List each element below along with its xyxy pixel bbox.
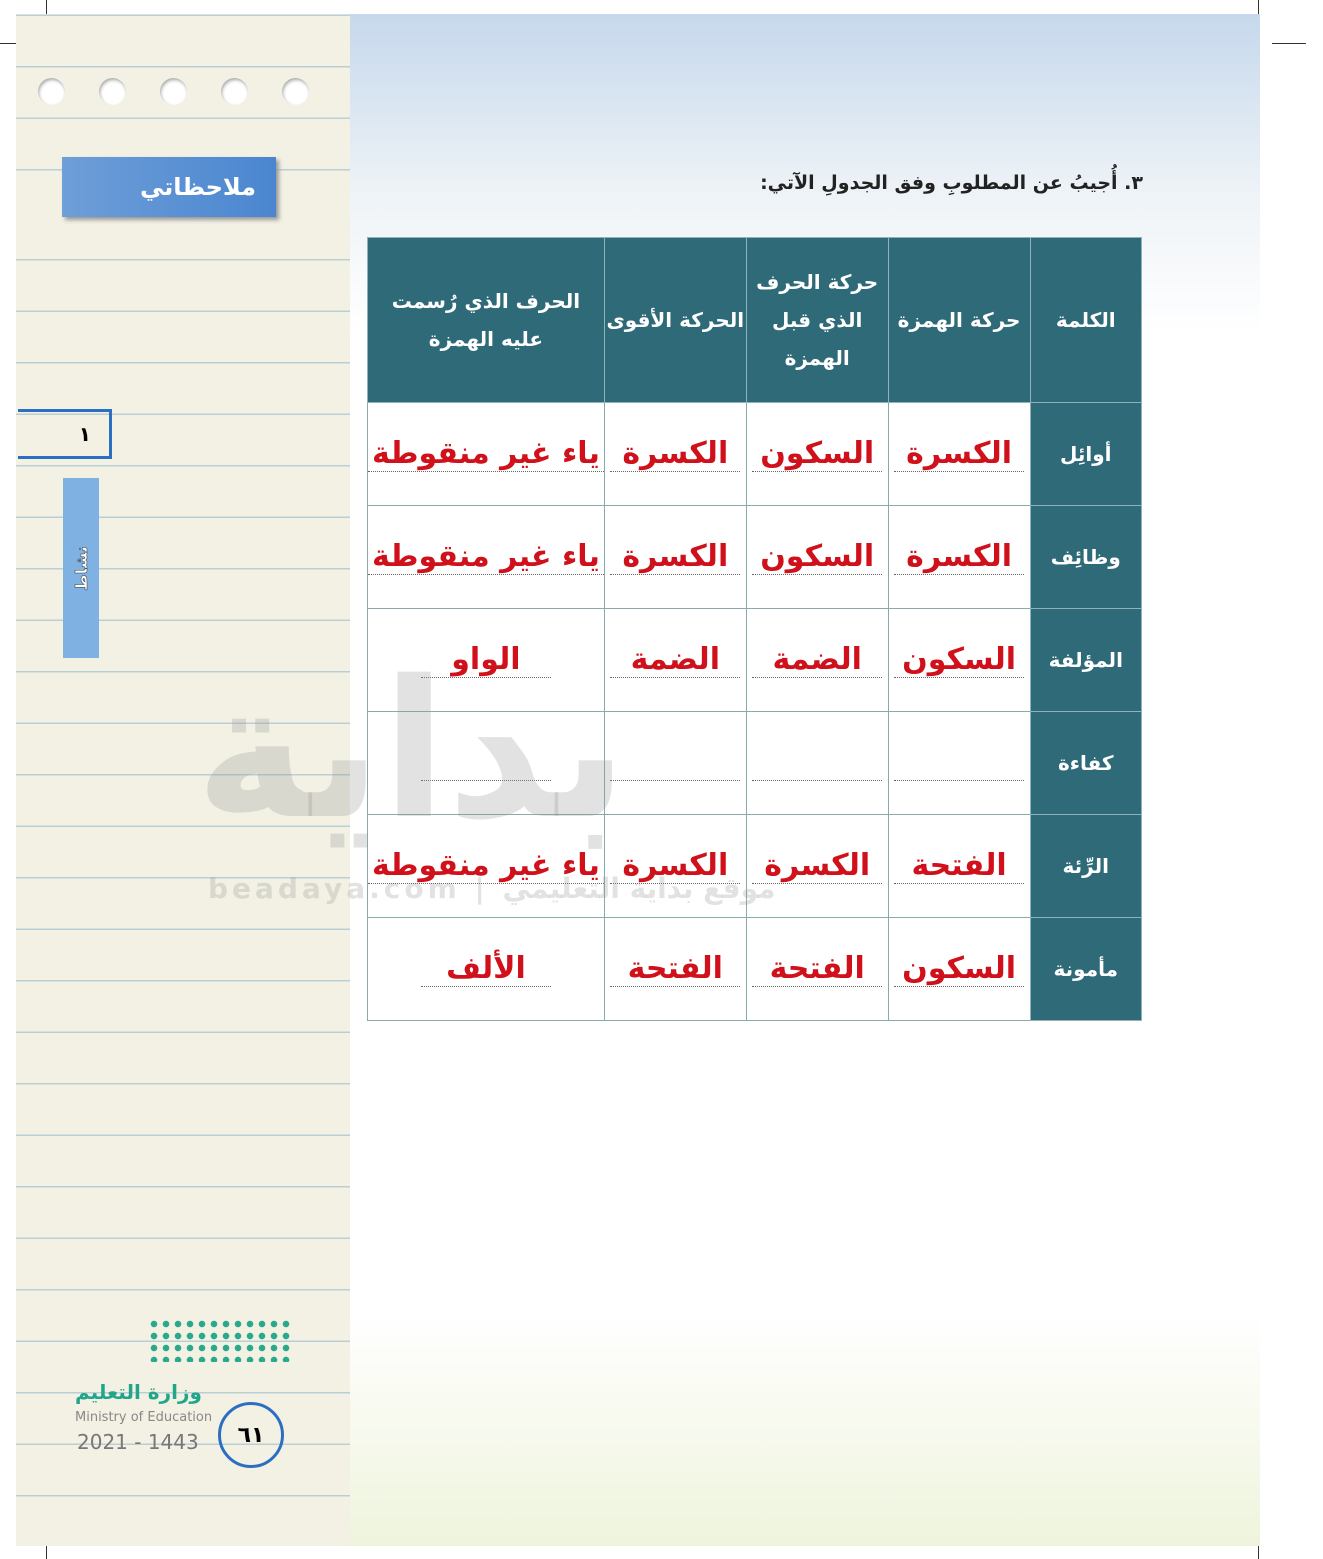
- answer-cell: الواو: [367, 608, 605, 712]
- ministry-logo-dots: [148, 1318, 291, 1362]
- column-header: الكلمة: [1029, 237, 1143, 403]
- question-text: ٣. أُجيبُ عن المطلوبِ وفق الجدولِ الآتي:: [760, 172, 1143, 194]
- answer-text: الفتحة: [894, 848, 1025, 884]
- answer-text: الألف: [420, 951, 551, 987]
- column-header: حركة الهمزة: [887, 237, 1031, 403]
- answer-cell: الكسرة: [603, 402, 747, 506]
- answer-cell: الكسرة: [603, 814, 747, 918]
- answer-cell: السكون: [745, 402, 889, 506]
- answer-cell: الفتحة: [603, 917, 747, 1021]
- column-header: الحرف الذي رُسمت عليه الهمزة: [367, 237, 605, 403]
- word-cell: وظائِف: [1029, 505, 1143, 609]
- notes-title: ملاحظاتي: [62, 157, 276, 217]
- answer-cell: الضمة: [745, 608, 889, 712]
- answer-cell: الكسرة: [887, 402, 1031, 506]
- ministry-name-en: Ministry of Education: [75, 1410, 213, 1425]
- answer-text: [752, 745, 883, 781]
- activity-tab-label: نشاط: [71, 545, 91, 591]
- binder-holes: [38, 78, 309, 105]
- answer-cell: الفتحة: [745, 917, 889, 1021]
- page-number: ٦١: [218, 1402, 284, 1468]
- column-header: الحركة الأقوى: [603, 237, 747, 403]
- answer-text: الكسرة: [610, 848, 741, 884]
- unit-number: ١: [18, 409, 112, 459]
- answer-cell: الضمة: [603, 608, 747, 712]
- answer-cell: [367, 711, 605, 815]
- word-cell: أوائِل: [1029, 402, 1143, 506]
- answer-text: السكون: [894, 642, 1025, 678]
- answer-cell: ياء غير منقوطة: [367, 814, 605, 918]
- answer-text: [420, 745, 551, 781]
- year: 2021 - 1443: [77, 1430, 199, 1454]
- answer-text: ياء غير منقوطة: [368, 848, 604, 884]
- word-cell: كفاءة: [1029, 711, 1143, 815]
- column-header: حركة الحرف الذي قبل الهمزة: [745, 237, 889, 403]
- answer-text: الفتحة: [752, 951, 883, 987]
- answer-text: الكسرة: [894, 539, 1025, 575]
- notes-sidebar: [16, 14, 350, 1546]
- word-cell: الرِّئة: [1029, 814, 1143, 918]
- answer-cell: الفتحة: [887, 814, 1031, 918]
- answer-cell: السكون: [887, 608, 1031, 712]
- crop-mark: [1272, 43, 1306, 44]
- table-row: كفاءة: [367, 711, 1143, 815]
- answer-cell: ياء غير منقوطة: [367, 505, 605, 609]
- answer-text: الضمة: [610, 642, 741, 678]
- answer-cell: الكسرة: [603, 505, 747, 609]
- answer-cell: [603, 711, 747, 815]
- answer-text: الكسرة: [752, 848, 883, 884]
- answer-text: ياء غير منقوطة: [368, 539, 604, 575]
- answer-cell: [887, 711, 1031, 815]
- answer-text: السكون: [752, 436, 883, 472]
- answer-text: الكسرة: [610, 539, 741, 575]
- answer-text: الواو: [420, 642, 551, 678]
- answer-cell: الألف: [367, 917, 605, 1021]
- answer-table: الكلمة حركة الهمزة حركة الحرف الذي قبل اله…: [367, 237, 1143, 1021]
- answer-text: الكسرة: [894, 436, 1025, 472]
- answer-text: [610, 745, 741, 781]
- answer-cell: السكون: [745, 505, 889, 609]
- answer-cell: ياء غير منقوطة: [367, 402, 605, 506]
- answer-text: السكون: [752, 539, 883, 575]
- word-cell: مأمونة: [1029, 917, 1143, 1021]
- answer-cell: [745, 711, 889, 815]
- answer-text: الكسرة: [610, 436, 741, 472]
- answer-text: ياء غير منقوطة: [368, 436, 604, 472]
- table-row: وظائِف الكسرة السكون الكسرة ياء غير منقوطة: [367, 505, 1143, 609]
- answer-text: الضمة: [752, 642, 883, 678]
- ministry-name-ar: وزارة التعليم: [75, 1380, 202, 1404]
- answer-cell: السكون: [887, 917, 1031, 1021]
- word-cell: المؤلفة: [1029, 608, 1143, 712]
- table-row: الرِّئة الفتحة الكسرة الكسرة ياء غير منقوطة: [367, 814, 1143, 918]
- activity-tab: نشاط: [63, 478, 99, 658]
- answer-cell: الكسرة: [887, 505, 1031, 609]
- table-row: المؤلفة السكون الضمة الضمة الواو: [367, 608, 1143, 712]
- table-row: مأمونة السكون الفتحة الفتحة الألف: [367, 917, 1143, 1021]
- answer-text: [894, 745, 1025, 781]
- table-row: أوائِل الكسرة السكون الكسرة ياء غير منقوطة: [367, 402, 1143, 506]
- answer-cell: الكسرة: [745, 814, 889, 918]
- answer-text: السكون: [894, 951, 1025, 987]
- answer-text: الفتحة: [610, 951, 741, 987]
